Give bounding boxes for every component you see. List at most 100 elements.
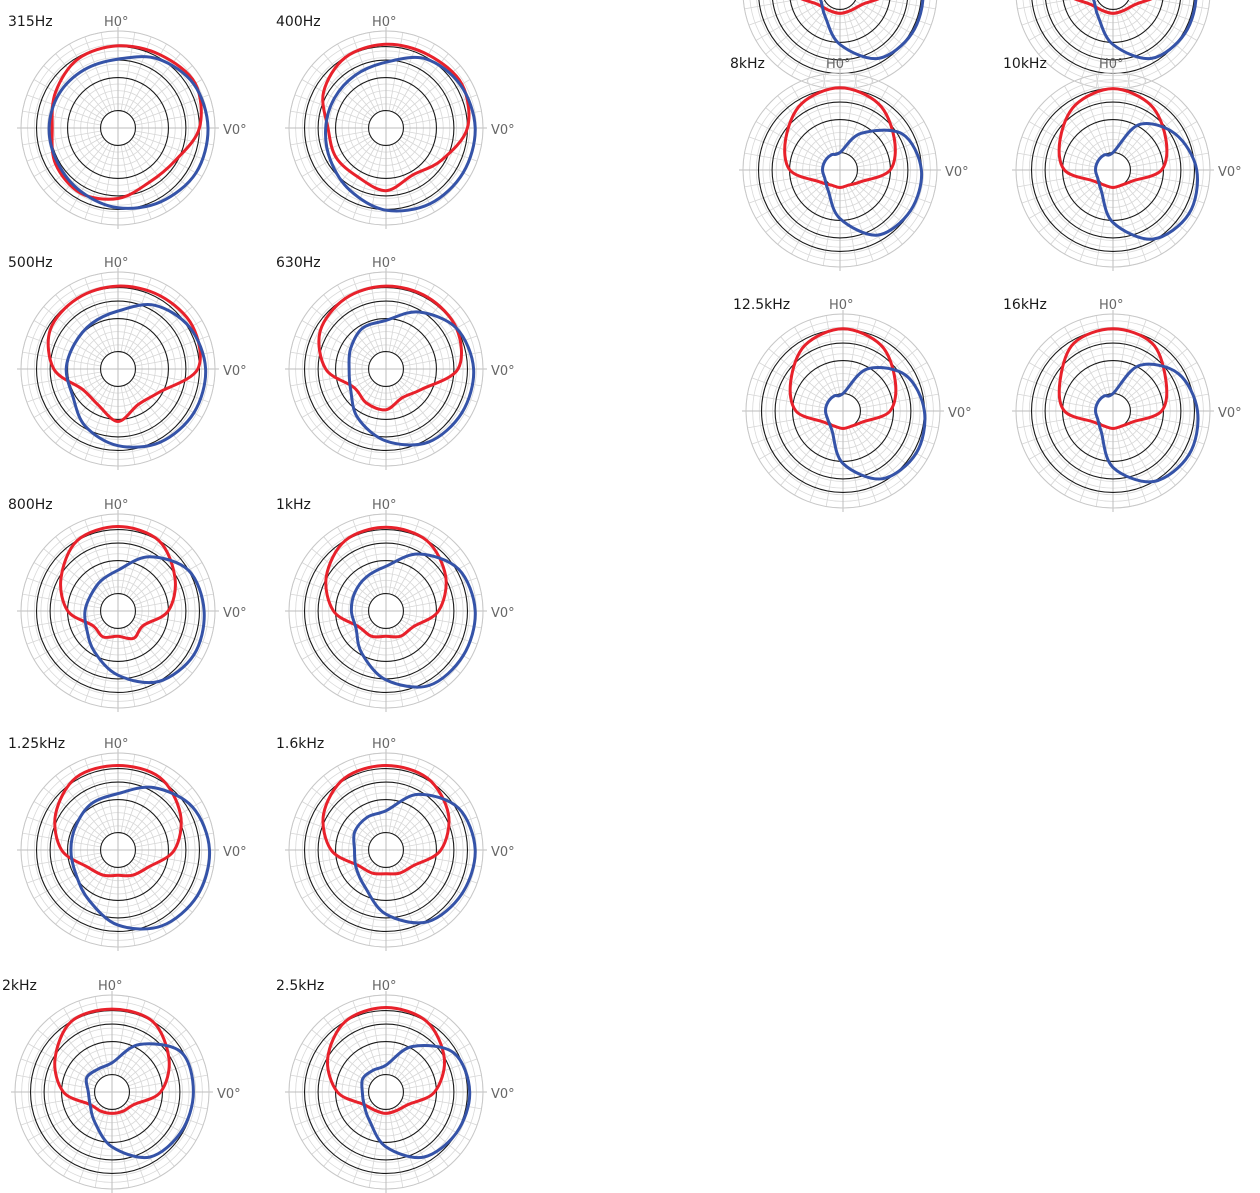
series-curve-vertical [64,303,208,449]
v-axis-label: V0° [491,606,515,621]
v-axis-label: V0° [223,845,247,860]
v-axis-label: V0° [217,1087,241,1102]
series-curve-vertical [1094,362,1200,484]
grid-ring-major [367,1073,405,1111]
h-axis-label: H0° [104,256,129,271]
h-axis-label: H0° [104,737,129,752]
series-curve-vertical [69,785,212,931]
v-axis-label: V0° [223,123,247,138]
grid-ring-major [317,781,455,919]
series-curve-horizontal [324,525,448,639]
grid-ring-outer [288,30,484,226]
grid-ring-major [93,1073,131,1111]
frequency-label: 2kHz [2,978,37,994]
grid-ring-outer [14,994,210,1190]
v-axis-label: V0° [223,364,247,379]
v-axis-label: V0° [223,606,247,621]
grid-ring-outer [742,72,938,268]
v-axis-label: V0° [945,165,969,180]
grid-ring-outer [1015,313,1211,509]
polar-plot: 1kHz H0° V0° [276,497,515,712]
frequency-label: 500Hz [8,255,53,271]
grid-ring-major [1044,342,1182,480]
polar-plot: 12.5kHz H0° V0° [733,297,972,512]
frequency-label: 2.5kHz [276,978,324,994]
grid-ring-outer [20,30,216,226]
series-curve-vertical [47,55,210,210]
polar-plot: 1.6kHz H0° V0° [276,736,515,951]
v-axis-label: V0° [1218,406,1242,421]
grid-ring-major [317,300,455,438]
grid-ring-outer [20,513,216,709]
series-curve-horizontal [788,327,898,430]
grid-ring-major [1062,0,1164,43]
grid-ring-major [35,767,201,933]
h-axis-label: H0° [372,256,397,271]
grid-ring-major [1045,0,1181,61]
polar-plot: 1.25kHz H0° V0° [8,736,247,951]
polar-plot: 500Hz H0° V0° [8,255,247,470]
h-axis-label: H0° [1099,57,1124,72]
grid-ring-major [67,799,169,901]
series-curve-horizontal [325,1006,447,1115]
series-curve-vertical [352,792,477,925]
v-axis-label: V0° [1218,165,1242,180]
h-axis-label: H0° [372,498,397,513]
frequency-label: 1kHz [276,497,311,513]
series-curve-horizontal [59,525,177,641]
grid-ring-major [1044,101,1182,239]
grid-ring-outer [288,513,484,709]
series-curve-vertical [84,1042,195,1160]
series-curve-vertical [360,1044,472,1160]
polar-plot: 800Hz H0° V0° [8,497,247,712]
grid-ring-major [99,109,137,147]
grid-ring-major [335,560,437,662]
frequency-label: 630Hz [276,255,321,271]
h-axis-label: H0° [104,498,129,513]
grid-ring-outer [288,752,484,948]
h-axis-label: H0° [98,979,123,994]
grid-ring-outer [288,271,484,467]
series-curve-horizontal [46,284,202,423]
series-curve-vertical [819,0,925,61]
v-axis-label: V0° [948,406,972,421]
frequency-label: 315Hz [8,14,53,30]
series-curve-horizontal [53,1007,171,1115]
frequency-label: 12.5kHz [733,297,790,313]
grid-ring-major [771,101,909,239]
polar-plot: 8kHz H0° V0° [730,56,969,271]
grid-ring-major [49,300,187,438]
polar-plot: 315Hz H0° V0° [8,14,247,229]
grid-ring-major [67,77,169,179]
grid-ring-major [43,1023,181,1161]
grid-ring-outer [20,752,216,948]
grid-ring-major [317,1023,455,1161]
polar-plot: 16kHz H0° V0° [1003,297,1242,512]
grid-ring-major [317,59,455,197]
polar-plot: 2.5kHz H0° V0° [276,978,515,1193]
series-curve-vertical [347,310,476,447]
h-axis-label: H0° [1099,298,1124,313]
grid-ring-major [49,781,187,919]
grid-ring-outer [20,271,216,467]
h-axis-label: H0° [826,57,851,72]
grid-ring-major [367,592,405,630]
series-curve-vertical [1092,0,1198,61]
polar-plot: 630Hz H0° V0° [276,255,515,470]
series-curve-horizontal [321,42,471,193]
series-curve-horizontal [53,764,183,878]
grid-ring-major [99,831,137,869]
grid-ring-outer [1015,72,1211,268]
series-curve-vertical [821,128,924,237]
grid-ring-major [823,0,857,11]
grid-ring-major [99,592,137,630]
series-curve-horizontal [783,86,897,189]
series-curve-vertical [324,55,477,213]
series-curve-vertical [1094,122,1199,241]
series-curve-horizontal [800,0,880,15]
frequency-label: 1.25kHz [8,736,65,752]
v-axis-label: V0° [491,845,515,860]
v-axis-label: V0° [491,123,515,138]
grid-ring-major [789,0,891,43]
series-curve-horizontal [1057,327,1169,430]
